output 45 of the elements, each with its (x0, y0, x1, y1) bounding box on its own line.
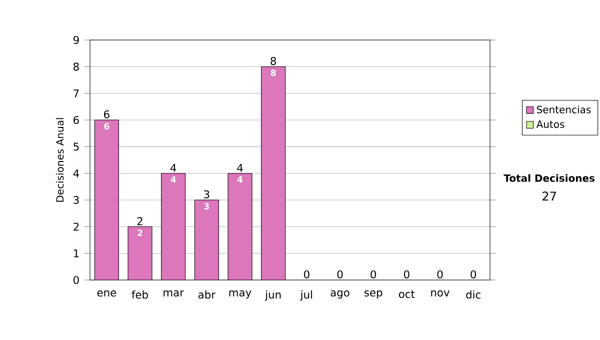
x-tick-label: sep (364, 290, 382, 299)
y-tick-label: 2 (74, 222, 79, 231)
x-tick-label: dic (466, 290, 480, 299)
data-label: 6 (104, 122, 110, 130)
legend-label: Sentencias (536, 106, 591, 114)
data-label: 4 (170, 176, 176, 183)
total-label: 0 (437, 270, 443, 278)
total-label: 8 (270, 56, 276, 66)
x-tick-label: feb (132, 290, 148, 299)
total-label: 2 (137, 217, 142, 226)
x-tick-label: ene (97, 290, 116, 297)
text: Total Decisiones (504, 174, 595, 182)
total-label: 3 (204, 190, 210, 198)
total-label: 4 (170, 164, 176, 172)
x-tick-label: mar (164, 290, 184, 297)
y-tick-label: 5 (74, 142, 79, 151)
y-tick-label: 1 (74, 249, 79, 258)
total-label: 4 (237, 164, 243, 172)
x-tick-label: jun (264, 290, 281, 301)
y-tick-label: 0 (74, 276, 79, 284)
total-label: 0 (404, 270, 410, 278)
x-tick-label: oct (398, 290, 415, 298)
y-tick-label: 7 (74, 89, 79, 98)
total-label: 0 (470, 270, 476, 278)
data-label: 4 (237, 176, 243, 183)
x-tick-label: abr (198, 290, 216, 299)
total-label: 0 (304, 270, 310, 278)
y-axis-title: Decisiones Anual (56, 118, 64, 202)
x-tick-label: may (229, 290, 252, 299)
y-tick-label: 4 (73, 169, 80, 178)
x-tick-label: jul (300, 290, 312, 301)
x-tick-label: nov (431, 290, 450, 297)
data-label: 2 (138, 230, 142, 236)
data-label: 3 (204, 202, 209, 210)
text: 27 (542, 192, 556, 200)
y-tick-label: 3 (74, 196, 79, 204)
y-tick-label: 8 (74, 62, 79, 71)
x-tick-label: ago (330, 290, 350, 299)
y-tick-label: 9 (73, 36, 79, 44)
data-label: 8 (270, 70, 276, 76)
y-tick-label: 6 (74, 116, 79, 124)
legend-label: Autos (536, 120, 564, 128)
total-label: 0 (370, 270, 376, 278)
total-label: 6 (104, 110, 110, 118)
total-label: 0 (337, 270, 343, 278)
